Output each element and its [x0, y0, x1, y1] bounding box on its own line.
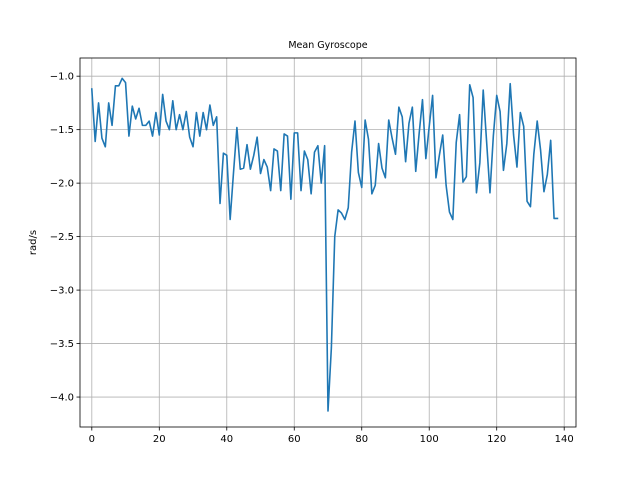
x-tick-label: 0 — [89, 434, 95, 445]
y-tick-label: −1.0 — [50, 72, 74, 83]
axis-ticks: 0 20 40 60 80 100 120 140 −1.0 −1.5 −2.0 −2.5 −3.0 −3… — [50, 72, 574, 445]
series-layer — [90, 77, 559, 412]
y-tick-label: −1.5 — [50, 125, 74, 136]
x-tick-label: 40 — [220, 434, 233, 445]
plot-frame — [79, 57, 577, 428]
y-tick-label: −3.5 — [50, 339, 74, 350]
y-axis-label: rad/s — [28, 230, 39, 255]
x-tick-label: 140 — [555, 434, 574, 445]
y-tick-label: −2.5 — [50, 232, 74, 243]
x-tick-label: 60 — [288, 434, 301, 445]
y-tick-label: −4.0 — [50, 393, 74, 404]
x-tick-label: 80 — [355, 434, 368, 445]
chart-title: Mean Gyroscope — [288, 40, 367, 51]
series-line — [90, 77, 559, 412]
x-tick-label: 100 — [420, 434, 439, 445]
x-tick-label: 20 — [153, 434, 166, 445]
y-tick-label: −3.0 — [50, 286, 74, 297]
x-tick-label: 120 — [487, 434, 506, 445]
y-tick-label: −2.0 — [50, 179, 74, 190]
